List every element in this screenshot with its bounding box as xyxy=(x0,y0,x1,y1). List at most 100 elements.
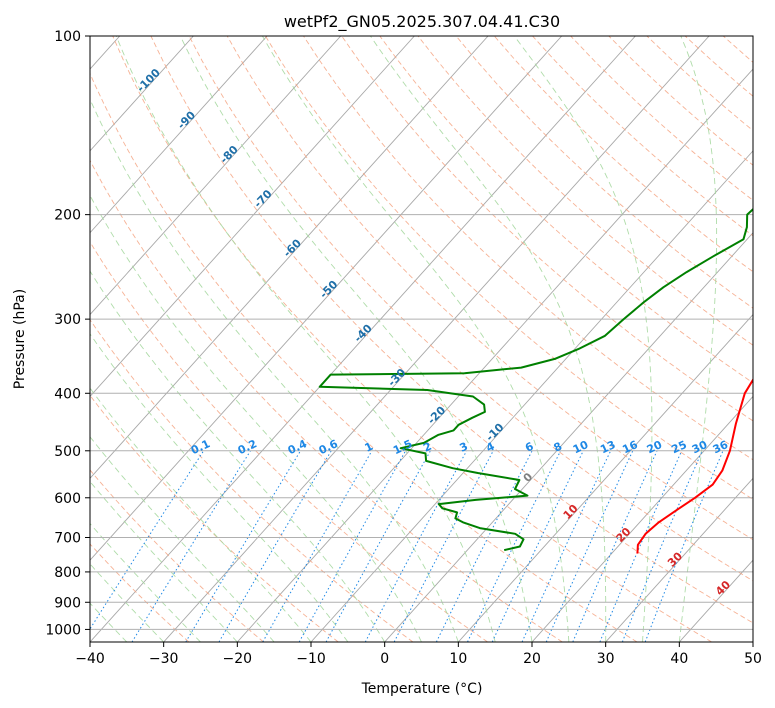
mixing-ratio-line xyxy=(545,450,634,642)
y-tick-label: 900 xyxy=(54,595,81,611)
mixing-ratio-line xyxy=(131,450,251,642)
moist-adiabat-label: -20 xyxy=(425,403,448,426)
moist-adiabat-line xyxy=(90,387,312,642)
isotherm-line xyxy=(90,36,489,479)
moist-adiabat-line xyxy=(179,36,533,642)
x-tick-label: 0 xyxy=(380,651,389,667)
moist-adiabat-line xyxy=(370,36,607,642)
mixing-ratio-line xyxy=(364,450,468,642)
mixing-ratio-label: 36 xyxy=(711,438,731,456)
moist-adiabat-label: -80 xyxy=(218,143,241,166)
dry-adiabat-line xyxy=(265,36,753,500)
moist-adiabat-line xyxy=(90,522,201,642)
moist-adiabat-label: -60 xyxy=(281,236,304,259)
dry-adiabat-line xyxy=(112,36,712,642)
isotherm-line xyxy=(384,232,753,642)
mixing-ratio-line xyxy=(599,450,683,642)
mixing-ratio-label: 8 xyxy=(552,440,564,455)
moist-adiabat-line xyxy=(262,36,570,642)
isotherm-line xyxy=(90,36,194,152)
dry-adiabat-line xyxy=(90,159,563,642)
y-tick-label: 700 xyxy=(54,531,81,547)
isotherm-line xyxy=(236,68,753,642)
x-tick-label: 30 xyxy=(597,651,615,667)
mixing-ratio-label: 4 xyxy=(484,440,497,455)
mixing-ratio-line xyxy=(298,450,407,642)
mixing-ratio-line xyxy=(467,450,562,642)
mixing-ratio-line xyxy=(185,450,301,642)
mixing-ratio-line xyxy=(644,450,724,642)
moist-adiabat-label: -40 xyxy=(352,321,375,344)
isotherm-label: 20 xyxy=(614,525,634,545)
isotherm-line xyxy=(457,313,753,642)
dry-adiabat-line xyxy=(226,36,753,541)
y-tick-label: 300 xyxy=(54,312,81,328)
isotherm-label: 40 xyxy=(713,578,733,598)
x-axis-title: Temperature (°C) xyxy=(361,681,483,697)
mixing-ratio-label: 0.1 xyxy=(189,437,212,457)
isotherm-line xyxy=(163,36,710,642)
isotherm-line xyxy=(90,36,415,398)
mixing-ratio-label: 20 xyxy=(645,438,665,456)
x-axis: −40 −30 −20 −10 0 10 20 30 40 50 xyxy=(75,642,762,667)
y-tick-label: 100 xyxy=(54,29,81,45)
temperature-curve xyxy=(636,377,753,554)
moist-adiabat-line xyxy=(90,563,165,642)
plot-frame xyxy=(89,35,754,643)
mixing-ratio-label: 16 xyxy=(620,438,640,456)
dry-adiabat-line xyxy=(455,36,753,309)
dry-adiabat-line xyxy=(150,36,753,624)
moist-adiabat-line xyxy=(90,436,275,642)
dry-adiabat-line xyxy=(608,36,753,166)
x-tick-label: −30 xyxy=(149,651,179,667)
y-tick-label: 400 xyxy=(54,386,81,402)
y-tick-label: 200 xyxy=(54,208,81,224)
mixing-ratio-label: 6 xyxy=(523,440,536,455)
dry-adiabat-line xyxy=(90,240,488,642)
dry-adiabat-line xyxy=(341,36,753,422)
x-tick-label: −10 xyxy=(296,651,326,667)
y-tick-label: 800 xyxy=(54,565,81,581)
mixing-ratio-label: 30 xyxy=(690,438,710,456)
mixing-ratio-label: 1 xyxy=(363,440,375,455)
mixing-ratio-line xyxy=(435,450,533,642)
mixing-ratio-line xyxy=(621,450,703,642)
mixing-ratio-label: 0.2 xyxy=(236,437,259,457)
x-tick-label: −40 xyxy=(75,651,105,667)
y-tick-label: 500 xyxy=(54,444,81,460)
chart-title: wetPf2_GN05.2025.307.04.41.C30 xyxy=(284,12,560,32)
mixing-ratio-label: 10 xyxy=(571,438,591,456)
dry-adiabat-line xyxy=(90,72,638,642)
mixing-ratio-line xyxy=(262,450,373,642)
x-tick-label: 40 xyxy=(670,651,688,667)
dry-adiabat-line xyxy=(90,469,264,642)
moist-adiabat-line xyxy=(90,480,238,642)
profile-curves xyxy=(318,207,753,554)
y-tick-label: 600 xyxy=(54,491,81,507)
isotherm-line xyxy=(90,36,268,234)
moist-adiabat-label: -50 xyxy=(317,278,340,301)
dry-adiabat-line xyxy=(188,36,753,582)
x-tick-label: 10 xyxy=(449,651,467,667)
moist-adiabat-label: -90 xyxy=(175,108,198,131)
isotherm-line xyxy=(605,477,753,642)
dry-adiabat-line xyxy=(417,36,753,346)
moist-adiabat-label: -100 xyxy=(134,66,163,95)
dry-adiabat-line xyxy=(493,36,753,273)
mixing-ratio-label: 13 xyxy=(598,438,617,456)
isotherm-label: 30 xyxy=(665,549,685,569)
isotherm-label: 10 xyxy=(561,502,581,522)
dry-adiabat-line xyxy=(684,36,753,97)
isotherm-line xyxy=(752,641,753,642)
dry-adiabat-line xyxy=(761,36,775,642)
moist-adiabat-line xyxy=(90,333,349,642)
mixing-ratio-line xyxy=(325,450,431,642)
background-lines xyxy=(90,36,775,642)
moist-adiabat-label: -10 xyxy=(483,420,506,443)
dry-adiabat-line xyxy=(90,543,190,642)
isotherm-line xyxy=(90,36,563,561)
moist-adiabat-line xyxy=(115,36,496,642)
mixing-ratio-line xyxy=(491,450,584,642)
mixing-ratio-label: 0.6 xyxy=(317,437,340,457)
